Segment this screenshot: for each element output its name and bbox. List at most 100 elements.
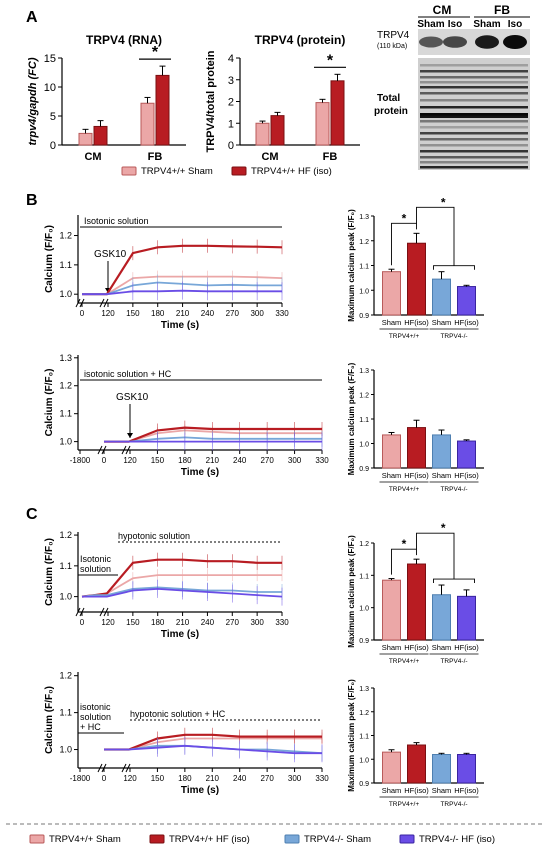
x-tick-label: 0 [102,456,107,465]
x-tick-label: 150 [126,309,140,318]
legend-ko-hf-swatch [399,834,415,844]
y-tick-label: 1.0 [359,288,369,295]
x-tick-label: -1800 [70,774,91,783]
bar [407,427,426,469]
bar [78,132,93,146]
blot-band [419,36,443,48]
y-tick-label: 1.3 [359,686,369,693]
blot-total-label: Total [377,93,400,104]
x-tick-label: 300 [288,774,302,783]
y-tick-label: 0.9 [359,466,369,473]
bar [382,434,401,469]
group-label: TRPV4-/- [440,486,467,493]
blot-lane-label: Sham [417,19,444,30]
y-tick-label: 2 [228,97,234,109]
bar [382,751,401,784]
bar [432,278,451,316]
x-tick-label: 210 [176,309,190,318]
bar [407,242,426,316]
chart-title: TRPV4 (protein) [255,33,346,47]
y-tick-label: 4 [228,53,234,65]
axis-break [99,298,105,308]
significance-star: * [441,521,446,535]
x-tick-label: HF(iso) [404,471,429,480]
x-tick-label: 120 [123,774,137,783]
isotonic-label: Isotonic [80,554,112,564]
significance-star: * [402,211,407,225]
y-tick-label: 1.2 [59,671,72,681]
x-tick-label: 0 [80,309,85,318]
y-tick-label: 1.0 [59,437,72,447]
x-tick-label: 150 [151,456,165,465]
legend-wt-hf-label: TRPV4+/+ HF (iso) [169,834,250,845]
bar [432,754,451,784]
blot-total-band [420,150,528,153]
chart-c-hc-trace: 1.0 1.1 1.2 Calcium (F/F₀) -1800 0 120 150 180 21… [44,671,329,796]
significance-bracket [433,265,475,270]
y-tick-label: 1.1 [359,264,369,271]
legend-top: TRPV4+/+ Sham TRPV4+/+ HF (iso) [121,166,332,177]
x-tick-label: 150 [126,618,140,627]
group-label: TRPV4-/- [440,658,467,665]
significance-star: * [441,195,446,209]
x-tick-label: 210 [206,774,220,783]
chart-title: TRPV4 (RNA) [86,33,162,47]
x-tick-label: Sham [432,471,452,480]
axis-break [103,607,109,617]
western-blot: CM FB Sham Iso Sham Iso TRPV4 (110 kDa) Total pro… [374,3,530,170]
gsk10-label: GSK10 [116,392,149,403]
blot-band [503,35,527,49]
y-tick-label: 1.1 [359,573,369,580]
blot-total-band [420,113,528,118]
blot-total-band [420,64,528,67]
x-tick-label: 330 [315,456,329,465]
bar [93,125,108,146]
chart-b-isotonic-trace: 1.0 1.1 1.2 Calcium (F/F₀) 0 120 150 180 210 240 2… [44,215,289,331]
solution-label: Isotonic solution [84,216,149,226]
group-label: TRPV4+/+ [389,658,420,665]
y-tick-label: 0.9 [359,781,369,788]
y-tick-label: 5 [50,111,56,123]
legend-ko-sham-label: TRPV4-/- Sham [304,834,371,845]
y-axis-label: Maximum calcium peak (F/F₀) [347,535,356,648]
isotonic-label: isotonic [80,702,111,712]
solution-label: hypotonic solution + HC [130,709,226,719]
panel-label-b: B [26,192,38,209]
chart-c-hypotonic-trace: 1.0 1.1 1.2 Calcium (F/F₀) 0 120 150 180 210 240 2… [44,530,289,640]
x-tick-label: 270 [226,618,240,627]
y-tick-label: 1.1 [59,409,72,419]
series-line [104,429,322,443]
x-tick-label: 240 [201,309,215,318]
legend-wt-hf-swatch [231,166,247,176]
x-tick-label: 120 [101,309,115,318]
rna-bar-chart: TRPV4 (RNA) 0 5 10 15 trpv4/gapdh (FC) CM FB * [27,33,186,163]
x-tick-label: Sham [382,786,402,795]
x-tick-label: 150 [151,774,165,783]
blot-lane-label: Iso [448,19,462,30]
x-tick-label: Sham [382,643,402,652]
x-tick-label: 270 [226,309,240,318]
group-label: TRPV4-/- [440,333,467,340]
significance-bracket [416,532,455,580]
blot-total-band [420,126,528,129]
x-tick-label: Sham [382,318,402,327]
group-label: TRPV4-/- [440,801,467,808]
bar [270,115,285,146]
series-line [82,587,283,598]
x-tick-label: 180 [151,309,165,318]
y-axis-label: Calcium (F/F₀) [44,369,55,437]
y-axis-label: Maximum calcium peak (F/F₀) [347,679,356,792]
legend-wt-hf-swatch [149,834,165,844]
x-tick-label: 0 [102,774,107,783]
x-tick-label: 300 [288,456,302,465]
x-tick-label: 270 [260,774,274,783]
y-tick-label: 1.0 [59,745,72,755]
chart-b-hc-trace: 1.0 1.1 1.2 1.3 Calcium (F/F₀) -1800 0 120 150 18… [44,353,329,478]
axis-break [79,298,85,308]
axis-break [75,607,81,617]
x-tick-label: 330 [275,618,289,627]
blot-total-band [420,81,528,84]
solution-label: hypotonic solution [118,531,190,541]
